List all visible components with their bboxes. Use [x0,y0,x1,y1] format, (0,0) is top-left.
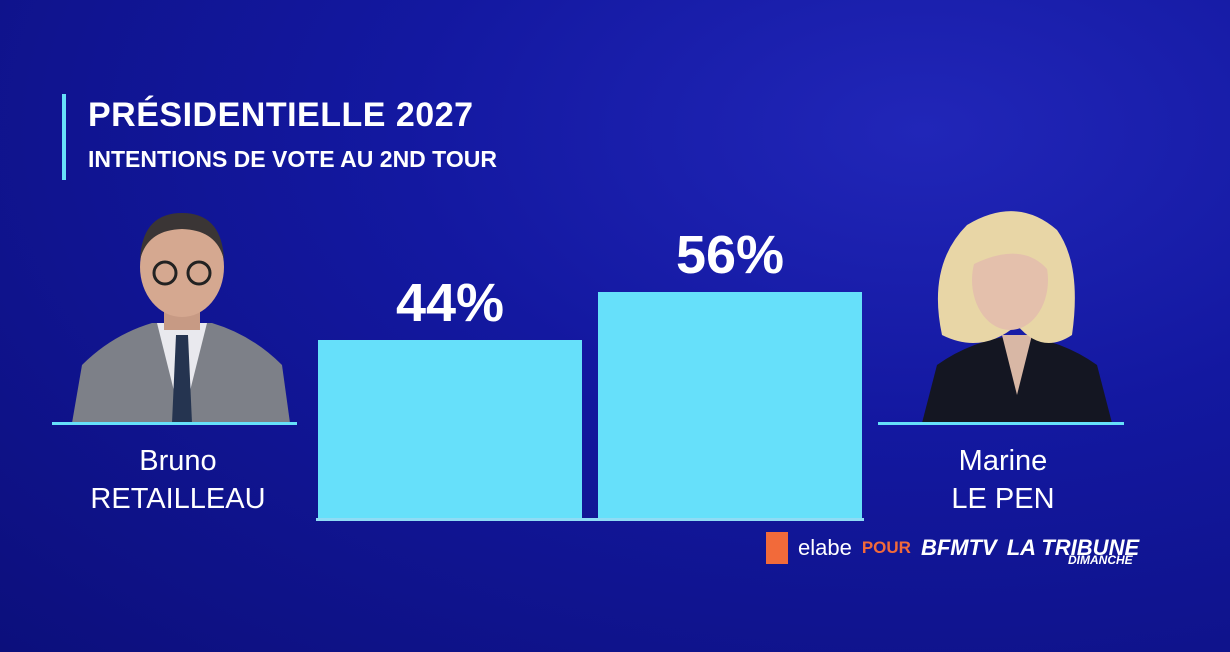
media-sub: DIMANCHE [1068,553,1133,567]
photo-base [878,422,1124,425]
bar [318,340,582,518]
category-label: Bruno RETAILLEAU [90,445,266,515]
value-label: 44% [395,273,505,334]
credit-for: POUR [861,538,911,557]
accent-line [62,94,66,180]
photo-left [72,213,290,423]
category-label: Marine LE PEN [951,445,1055,515]
title: PRÉSIDENTIELLE 2027 [88,96,474,134]
value-label: 56% [675,224,785,285]
photo-right [922,211,1112,423]
baseline [316,518,864,521]
media: LA TRIBUNE [1006,535,1140,560]
pollster: elabe [798,535,852,560]
subtitle: INTENTIONS DE VOTE AU 2ND TOUR [88,146,497,172]
photo-base [52,422,297,425]
bar [598,291,862,518]
media: BFMTV [920,535,997,560]
credits: elabe POUR BFMTV LA TRIBUNE [766,530,1139,566]
pollster-logo [766,532,788,564]
